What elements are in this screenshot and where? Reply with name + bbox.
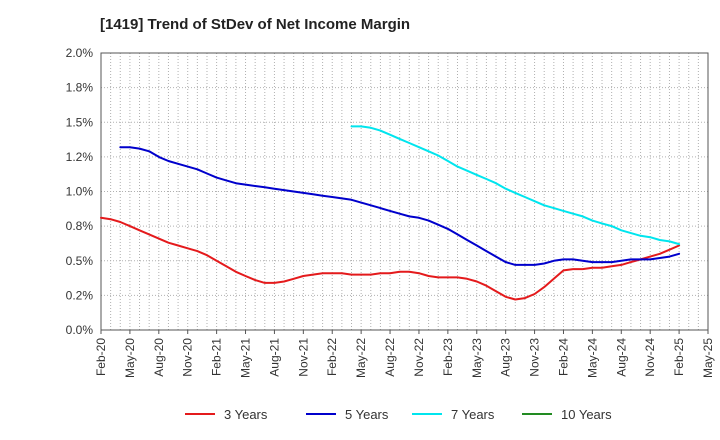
x-tick-label: Feb-21 [210, 338, 224, 376]
x-tick-label: Aug-20 [152, 338, 166, 377]
x-tick-label: Feb-20 [94, 338, 108, 376]
x-tick-label: Aug-23 [499, 338, 513, 377]
series-line-3-years [100, 216, 681, 301]
y-tick-label: 1.8% [66, 81, 94, 95]
x-tick-label: Nov-22 [412, 338, 426, 377]
x-tick-label: Feb-24 [556, 338, 570, 376]
x-tick-label: Nov-20 [181, 338, 195, 377]
x-tick-label: Feb-25 [672, 338, 686, 376]
x-tick-label: May-23 [470, 338, 484, 378]
legend-label: 5 Years [345, 407, 389, 422]
x-tick-label: Nov-21 [296, 338, 310, 377]
plot-frame [100, 52, 709, 331]
x-tick-label: May-22 [354, 338, 368, 378]
x-tick-label: Aug-21 [267, 338, 281, 377]
y-tick-label: 0.5% [66, 254, 94, 268]
y-tick-label: 1.0% [66, 185, 94, 199]
x-tick-label: May-24 [585, 338, 599, 378]
series-line-5-years [119, 146, 681, 266]
legend-label: 3 Years [224, 407, 268, 422]
y-tick-label: 2.0% [66, 46, 94, 60]
legend-label: 7 Years [451, 407, 495, 422]
x-tick-label: May-25 [701, 338, 715, 378]
legend-label: 10 Years [561, 407, 612, 422]
x-tick-label: Feb-22 [325, 338, 339, 376]
x-tick-label: Aug-22 [383, 338, 397, 377]
x-tick-label: Nov-23 [528, 338, 542, 377]
chart-title: [1419] Trend of StDev of Net Income Marg… [100, 16, 411, 33]
x-tick-label: Feb-23 [441, 338, 455, 376]
x-tick-label: Aug-24 [614, 338, 628, 377]
y-tick-label: 0.2% [66, 288, 94, 302]
x-tick-label: Nov-24 [643, 338, 657, 377]
y-tick-label: 1.2% [66, 150, 94, 164]
y-tick-label: 0.8% [66, 219, 94, 233]
y-tick-label: 0.0% [66, 323, 94, 337]
x-tick-label: May-20 [123, 338, 137, 378]
series-line-7-years [350, 125, 681, 246]
x-tick-label: May-21 [239, 338, 253, 378]
y-tick-label: 1.5% [66, 115, 94, 129]
